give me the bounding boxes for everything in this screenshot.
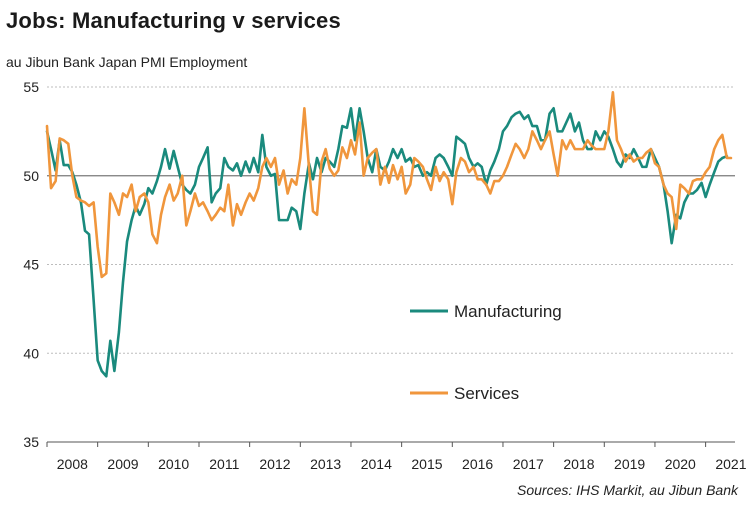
y-tick-label: 35: [23, 434, 39, 450]
series-lines: [45, 91, 733, 378]
x-tick-label: 2018: [563, 456, 594, 472]
legend-label-manufacturing: Manufacturing: [454, 302, 562, 321]
y-axis: 35 40 45 50 55: [23, 79, 39, 450]
x-tick-label: 2011: [209, 456, 239, 472]
x-tick-label: 2014: [361, 456, 392, 472]
y-tick-label: 55: [23, 79, 39, 95]
legend: Manufacturing Services: [410, 302, 562, 403]
x-tick-label: 2020: [665, 456, 696, 472]
chart-title: Jobs: Manufacturing v services: [6, 8, 341, 33]
series-line-services: [45, 91, 733, 279]
x-tick-label: 2013: [310, 456, 341, 472]
legend-label-services: Services: [454, 384, 519, 403]
x-tick-label: 2009: [107, 456, 138, 472]
y-tick-label: 45: [23, 257, 39, 273]
x-tick-label: 2016: [462, 456, 493, 472]
x-tick-label: 2017: [513, 456, 544, 472]
x-tick-label: 2015: [411, 456, 442, 472]
chart-subtitle: au Jibun Bank Japan PMI Employment: [6, 54, 248, 70]
x-axis: 2008 2009 2010 2011 2012 2013 2014 2015 2016 2017…: [46, 441, 747, 472]
x-tick-label: 2012: [259, 456, 290, 472]
x-tick-label: 2008: [57, 456, 88, 472]
x-tick-label: 2021: [715, 456, 746, 472]
y-tick-label: 50: [23, 168, 39, 184]
x-tick-label: 2019: [614, 456, 645, 472]
series-line-manufacturing: [45, 107, 729, 378]
x-tick-label: 2010: [158, 456, 189, 472]
source-note: Sources: IHS Markit, au Jibun Bank: [517, 482, 738, 498]
y-tick-label: 40: [23, 345, 39, 361]
